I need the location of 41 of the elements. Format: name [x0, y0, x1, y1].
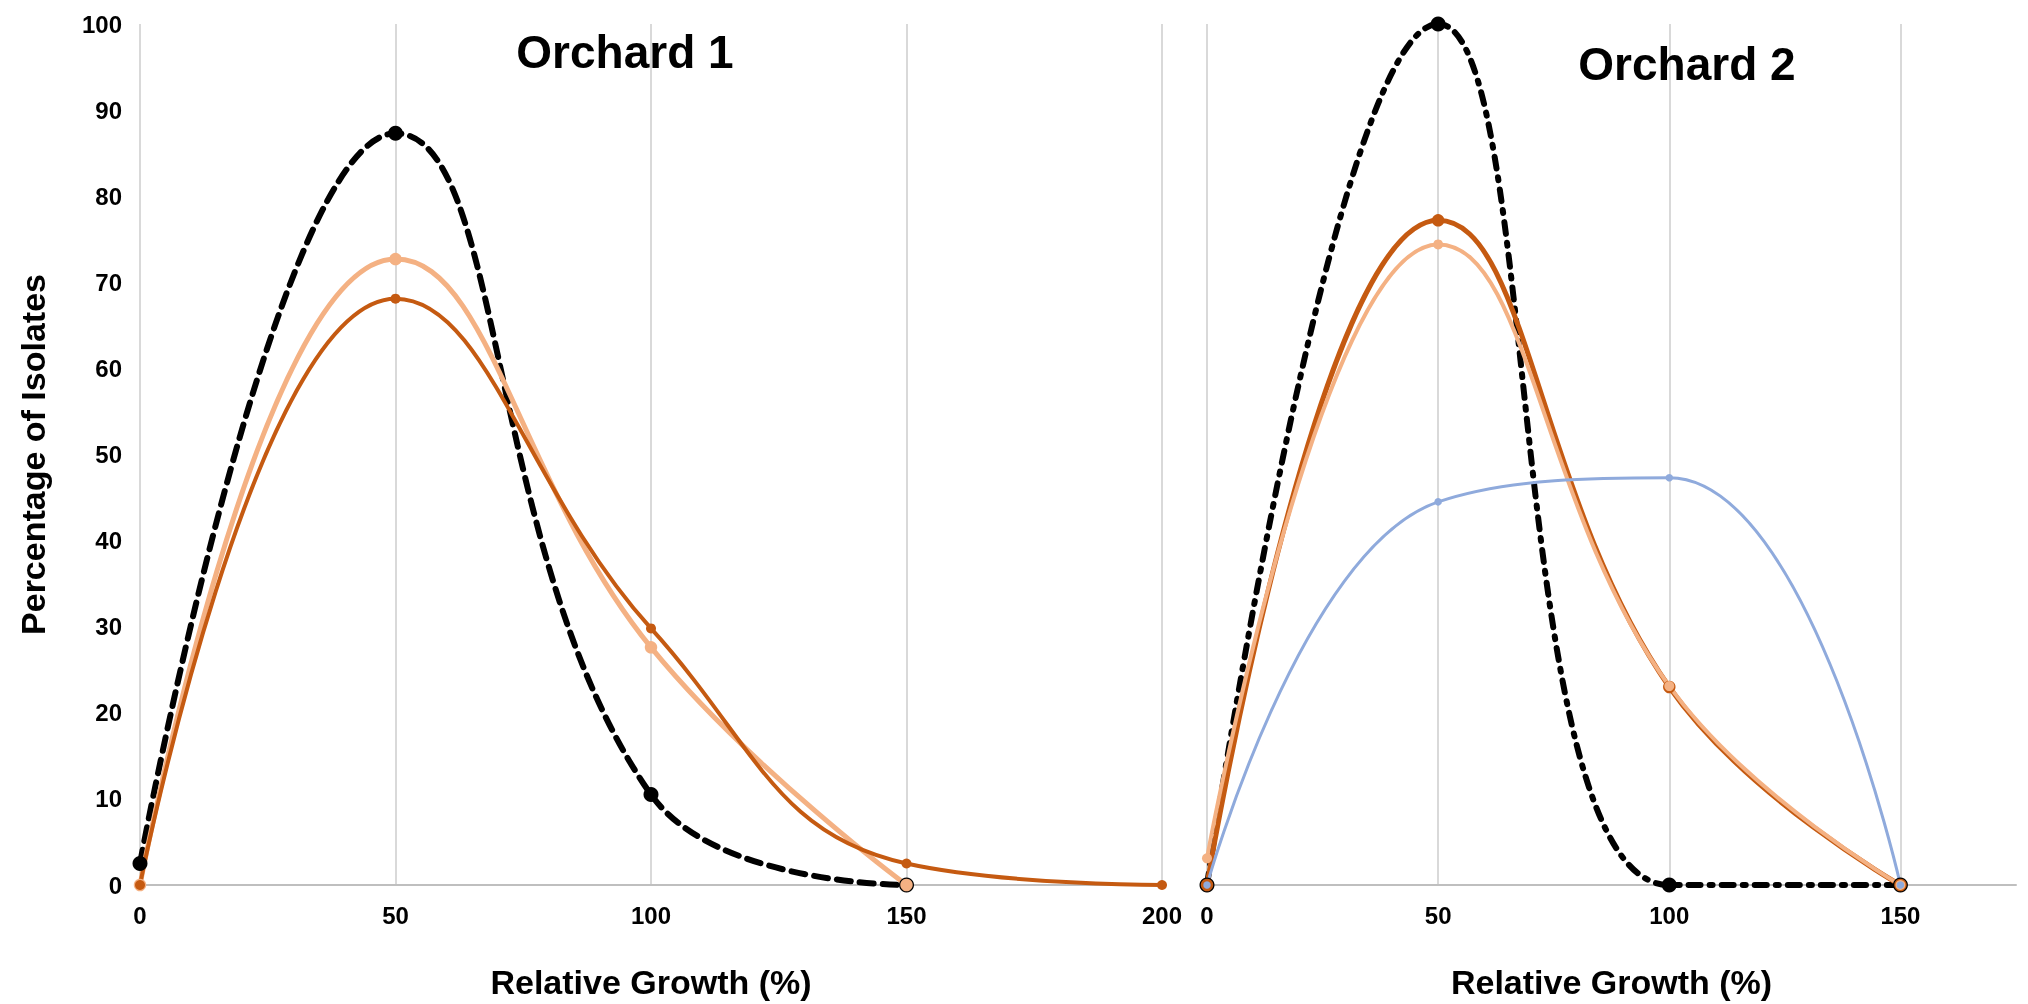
y-tick-label: 30: [95, 613, 122, 641]
y-tick-label: 50: [95, 441, 122, 468]
x-axis-title: Relative Growth (%): [1450, 963, 1773, 1001]
y-tick-label: 10: [95, 785, 122, 813]
y-tick-label: 80: [95, 182, 122, 210]
x-tick-label: 0: [1200, 901, 1214, 929]
chart-title: Orchard 1: [516, 26, 734, 78]
point: [643, 787, 659, 803]
point: [390, 293, 401, 304]
point: [132, 855, 148, 871]
x-tick-label: 150: [1880, 901, 1921, 929]
point: [389, 252, 402, 266]
x-tick-label: 150: [886, 901, 927, 929]
x-axis-title: Relative Growth (%): [490, 963, 812, 1001]
point: [1433, 239, 1444, 250]
x-tick-label: 50: [1424, 901, 1452, 929]
y-tick-label: 20: [95, 699, 122, 727]
point: [388, 125, 403, 141]
x-tick-label: 100: [1649, 901, 1690, 929]
x-tick-label: 100: [630, 901, 672, 929]
y-tick-label: 40: [95, 527, 122, 555]
y-tick-label: 70: [95, 268, 122, 296]
point: [1661, 877, 1677, 893]
y-tick-label: 100: [81, 10, 122, 38]
point: [1665, 474, 1674, 482]
point: [646, 623, 656, 634]
x-tick-label: 50: [382, 901, 409, 929]
point: [1434, 498, 1442, 506]
point: [901, 858, 912, 869]
y-tick-label: 90: [95, 96, 122, 124]
y-axis-title: Percentage of Isolates: [14, 274, 52, 635]
point: [1157, 880, 1167, 890]
x-tick-label: 200: [1141, 901, 1183, 929]
point: [1202, 853, 1212, 864]
point: [1430, 16, 1446, 32]
point: [1431, 214, 1445, 227]
y-tick-label: 0: [108, 871, 122, 899]
chart-title: Orchard 2: [1578, 38, 1796, 90]
y-tick-label: 60: [95, 354, 122, 382]
point: [644, 641, 658, 654]
x-tick-label: 0: [133, 901, 147, 929]
